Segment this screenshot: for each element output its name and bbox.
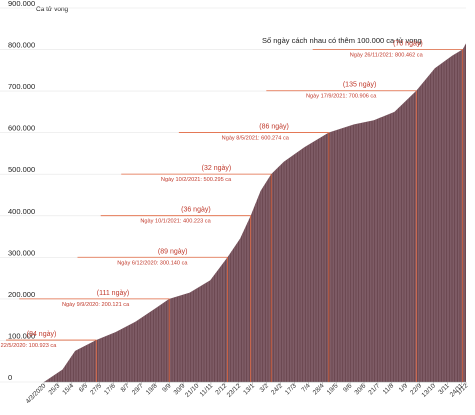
x-tick-label: 8/7 xyxy=(120,382,132,394)
area-series xyxy=(44,43,466,383)
x-tick-label: 4/3/2020 xyxy=(25,382,48,405)
y-tick-label: 200.000 xyxy=(8,290,35,299)
y-tick-label: 800.000 xyxy=(8,41,35,50)
milestone-days-label: (36 ngày) xyxy=(181,207,211,214)
milestone-annotation: (36 ngày) Ngày 10/1/2021: 400.223 ca xyxy=(100,207,252,382)
y-tick-label: 500.000 xyxy=(8,165,35,174)
x-tick-label: 28/4 xyxy=(312,382,326,396)
x-tick-label: 17/3 xyxy=(284,382,298,396)
x-tick-label: 1/9 xyxy=(398,382,410,394)
y-tick-label: 700.000 xyxy=(8,82,35,91)
x-tick-label: 30/6 xyxy=(353,382,367,396)
y-tick-label: 600.000 xyxy=(8,124,35,133)
x-tick-label: 6/5 xyxy=(78,382,90,394)
x-tick-label: 27/5 xyxy=(89,382,103,396)
x-tick-label: 7/4 xyxy=(300,382,312,394)
milestone-annotation: (111 ngày) Ngày 9/9/2020: 200.121 ca xyxy=(19,290,170,382)
milestone-date-label: Ngày 6/12/2020: 300.140 ca xyxy=(117,260,188,266)
milestone-annotation: (86 ngày) Ngày 8/5/2021: 600.274 ca xyxy=(178,124,330,382)
milestone-date-label: Ngày 17/9/2021: 700.906 ca xyxy=(306,94,377,100)
x-tick-label: 11/11 xyxy=(199,382,215,398)
chart-title: Số ngày cách nhau có thêm 100.000 ca tử … xyxy=(262,36,422,45)
milestone-days-label: (111 ngày) xyxy=(97,290,129,297)
x-tick-label: 21/7 xyxy=(367,382,381,396)
x-tick-label: 3/2 xyxy=(259,382,271,394)
x-axis-ticks: 4/3/2020 25/3 15/4 6/5 27/5 17/6 8/7 29/7 19/8 9/… xyxy=(25,382,470,405)
milestone-date-label: Ngày 9/9/2020: 200.121 ca xyxy=(62,302,130,308)
x-tick-label: 19/5 xyxy=(326,382,340,396)
y-axis-unit-label: Ca tử vong xyxy=(36,5,69,13)
y-axis-ticks: 0 100.000 200.000 300.000 400.000 500.000 600.… xyxy=(8,0,35,382)
x-tick-label: 11/8 xyxy=(382,382,396,396)
milestone-days-label: (32 ngày) xyxy=(202,165,232,172)
milestone-annotation: (70 ngày) Ngày 26/11/2021: 800.462 ca xyxy=(312,40,464,382)
x-tick-label: 17/6 xyxy=(103,382,117,396)
y-tick-label: 100.000 xyxy=(8,331,35,340)
x-tick-label: 23/12 xyxy=(226,382,243,399)
y-tick-label: 900.000 xyxy=(8,0,35,8)
milestone-days-label: (135 ngày) xyxy=(343,82,376,89)
milestone-date-label: Ngày 10/1/2021: 400.223 ca xyxy=(140,219,211,225)
milestone-date-label: Ngày 22/5/2020: 100.923 ca xyxy=(0,343,57,349)
milestone-annotation: (135 ngày) Ngày 17/9/2021: 700.906 ca xyxy=(266,82,417,382)
milestone-days-label: (89 ngày) xyxy=(158,248,188,255)
milestone-date-label: Ngày 8/5/2021: 600.274 ca xyxy=(222,136,290,142)
x-tick-label: 9/9 xyxy=(161,382,173,394)
milestone-annotation: (89 ngày) Ngày 6/12/2020: 300.140 ca xyxy=(77,248,228,382)
x-tick-label: 21/10 xyxy=(184,382,201,399)
y-tick-label: 400.000 xyxy=(8,207,35,216)
x-tick-label: 13/1 xyxy=(242,382,256,396)
x-tick-label: 13/10 xyxy=(420,382,437,399)
milestone-date-label: Ngày 26/11/2021: 800.462 ca xyxy=(350,52,424,58)
x-tick-label: 9/6 xyxy=(342,382,354,394)
x-tick-label: 29/7 xyxy=(131,382,145,396)
milestone-days-label: (86 ngày) xyxy=(259,124,289,131)
milestone-date-label: Ngày 10/2/2021: 500.295 ca xyxy=(161,177,232,183)
y-tick-label: 300.000 xyxy=(8,248,35,257)
milestone-days-label: (70 ngày) xyxy=(393,40,423,47)
x-tick-label: 19/8 xyxy=(145,382,159,396)
x-tick-label: 24/2 xyxy=(270,382,284,396)
milestone-days-label: (84 ngày) xyxy=(27,331,57,338)
milestone-annotation: (84 ngày) Ngày 22/5/2020: 100.923 ca xyxy=(0,331,97,382)
y-tick-label: 0 xyxy=(8,373,12,382)
x-tick-label: 25/3 xyxy=(47,382,61,396)
x-tick-label: 15/4 xyxy=(61,382,75,396)
milestone-annotations: (84 ngày)Ngày 22/5/2020: 100.923 ca(111 … xyxy=(0,40,464,382)
milestone-annotation: (32 ngày) Ngày 10/2/2021: 500.295 ca xyxy=(121,165,272,382)
